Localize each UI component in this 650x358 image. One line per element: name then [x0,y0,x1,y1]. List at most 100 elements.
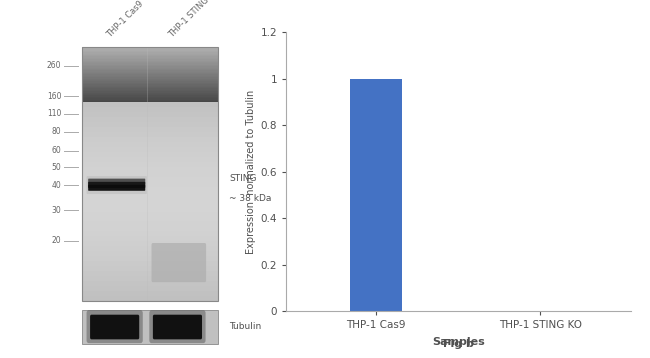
Text: 60: 60 [52,146,61,155]
Bar [82,84,218,86]
Bar [82,207,218,212]
Bar [82,261,218,266]
Bar [82,96,218,97]
Bar [82,276,218,281]
Bar [82,157,218,162]
Bar [82,226,218,231]
Text: ~ 38 kDa: ~ 38 kDa [229,194,272,203]
Text: 160: 160 [47,92,61,101]
Text: STING: STING [229,174,257,183]
Bar [82,142,218,147]
Bar [82,266,218,271]
Bar [82,162,218,167]
Bar [350,79,402,311]
FancyBboxPatch shape [88,182,145,188]
FancyBboxPatch shape [90,315,139,339]
Bar [82,231,218,236]
Bar [82,221,218,226]
Bar [82,54,218,55]
Bar [82,271,218,276]
Bar [82,256,218,261]
Bar [82,187,218,192]
Bar [82,101,218,102]
Bar [82,63,218,65]
Bar [82,100,218,101]
Bar [82,137,218,142]
Bar [82,72,218,73]
Bar [82,241,218,246]
Bar [82,98,218,100]
Bar [82,246,218,251]
Bar [82,68,218,69]
Bar [82,74,218,76]
FancyBboxPatch shape [150,310,205,343]
Bar [82,152,218,157]
Bar [82,73,218,74]
Bar [82,177,218,182]
Bar [82,47,218,48]
Bar [82,122,218,127]
Text: THP-1 STING KO: THP-1 STING KO [167,0,221,39]
Bar [82,212,218,217]
Text: 260: 260 [47,61,61,70]
Bar [82,55,218,56]
Bar [82,48,218,49]
Bar [82,117,218,122]
Bar [82,86,218,87]
Bar [82,172,218,177]
Bar [82,197,218,202]
Text: Tubulin: Tubulin [229,322,261,331]
Bar [82,70,218,72]
Bar [82,310,218,344]
Text: 110: 110 [47,110,61,118]
Bar [82,88,218,90]
Bar [82,94,218,96]
Text: 40: 40 [52,180,61,190]
Text: 30: 30 [52,206,61,215]
FancyBboxPatch shape [153,315,202,339]
Text: 50: 50 [52,163,61,172]
Bar [82,83,218,84]
Bar [82,217,218,221]
Bar [82,47,218,301]
Bar [82,97,218,98]
Bar [82,65,218,66]
Bar [82,87,218,88]
Bar [82,167,218,172]
Bar [82,281,218,286]
Text: Fig b: Fig b [443,339,474,349]
Bar [82,59,218,61]
Bar [82,82,218,83]
Bar [82,132,218,137]
Bar [82,51,218,52]
FancyBboxPatch shape [88,185,145,191]
Bar [82,77,218,79]
Bar [82,52,218,54]
FancyBboxPatch shape [88,179,145,185]
FancyBboxPatch shape [86,310,143,343]
Text: 20: 20 [52,237,61,246]
Bar [82,62,218,63]
Bar [82,93,218,94]
Bar [82,90,218,91]
Bar [82,58,218,59]
Bar [82,91,218,93]
Bar [82,202,218,207]
Bar [82,147,218,152]
Bar [82,296,218,301]
Y-axis label: Expression  normalized to Tubulin: Expression normalized to Tubulin [246,90,256,254]
Bar [82,56,218,58]
Bar [82,69,218,70]
Bar [82,66,218,68]
Bar [82,80,218,82]
FancyBboxPatch shape [151,243,206,282]
Bar [82,112,218,117]
Bar [82,79,218,80]
Bar [82,182,218,187]
Bar [82,49,218,51]
Text: THP-1 Cas9: THP-1 Cas9 [105,0,146,39]
Bar [82,76,218,77]
Bar [82,102,218,107]
Bar [82,192,218,197]
Bar [82,286,218,291]
